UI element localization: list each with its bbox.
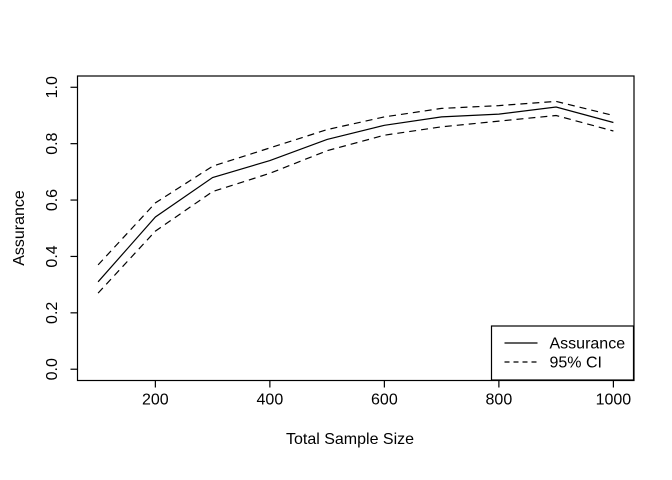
x-tick-label: 600: [371, 392, 398, 409]
series-line-95-ci-lower: [97, 114, 614, 294]
legend-label: Assurance: [550, 336, 626, 353]
y-axis-title: Assurance: [11, 190, 28, 266]
legend-label: 95% CI: [550, 355, 602, 372]
y-tick-label: 0.0: [44, 358, 61, 380]
y-tick-label: 0.6: [44, 189, 61, 211]
x-tick-label: 1000: [596, 392, 632, 409]
x-axis-title: Total Sample Size: [286, 431, 414, 448]
y-tick-label: 0.2: [44, 302, 61, 324]
legend-box: Assurance 95% CI: [490, 325, 635, 381]
x-tick-label: 200: [142, 392, 169, 409]
series-lines: [97, 100, 614, 294]
legend-border: [490, 325, 635, 381]
x-tick-label: 800: [486, 392, 513, 409]
y-tick-label: 0.8: [44, 132, 61, 154]
y-axis: 0.0 0.2 0.4 0.6 0.8 1.0: [44, 76, 78, 380]
series-line-95-ci-upper: [97, 100, 614, 266]
y-tick-label: 1.0: [44, 76, 61, 98]
y-tick-label: 0.4: [44, 245, 61, 267]
plot-border: [76, 75, 635, 382]
x-tick-label: 400: [257, 392, 284, 409]
x-axis: 200 400 600 800 1000: [142, 380, 632, 409]
series-line-assurance: [97, 106, 614, 283]
plot-frame: [76, 75, 635, 382]
